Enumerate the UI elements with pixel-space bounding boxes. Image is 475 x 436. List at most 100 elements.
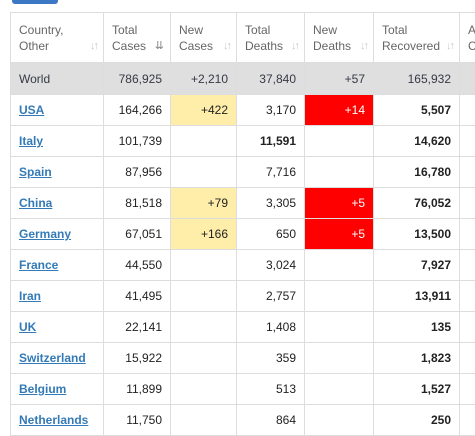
total-cases-cell: 87,956 bbox=[104, 157, 171, 188]
total-recovered-cell: 13,911 bbox=[374, 281, 460, 312]
extra-cell bbox=[460, 281, 475, 312]
table-row: France 44,550 3,024 7,927 bbox=[11, 250, 475, 281]
new-cases-cell bbox=[171, 343, 237, 374]
total-recovered-cell: 250 bbox=[374, 405, 460, 436]
total-deaths-cell: 864 bbox=[237, 405, 305, 436]
new-cases-cell bbox=[171, 374, 237, 405]
total-deaths-cell: 3,170 bbox=[237, 95, 305, 126]
total-deaths-cell: 11,591 bbox=[237, 126, 305, 157]
country-cell: France bbox=[11, 250, 104, 281]
new-deaths-cell bbox=[305, 126, 374, 157]
total-cases-cell: 164,266 bbox=[104, 95, 171, 126]
total-deaths-cell: 650 bbox=[237, 219, 305, 250]
new-deaths-cell: +5 bbox=[305, 219, 374, 250]
total-recovered-cell: 16,780 bbox=[374, 157, 460, 188]
total-cases-cell: 15,922 bbox=[104, 343, 171, 374]
country-link[interactable]: Switzerland bbox=[19, 351, 86, 365]
total-recovered-cell: 13,500 bbox=[374, 219, 460, 250]
sort-descending-icon: ⇊ bbox=[155, 38, 164, 54]
total-recovered-cell: 135 bbox=[374, 312, 460, 343]
total-deaths-cell: 3,024 bbox=[237, 250, 305, 281]
country-cell: Belgium bbox=[11, 374, 104, 405]
total-deaths-cell: 1,408 bbox=[237, 312, 305, 343]
total-recovered-cell: 1,823 bbox=[374, 343, 460, 374]
total-recovered-cell: 14,620 bbox=[374, 126, 460, 157]
extra-cell bbox=[460, 188, 475, 219]
country-cell: Germany bbox=[11, 219, 104, 250]
new-deaths-cell bbox=[305, 281, 374, 312]
total-deaths-cell: 7,716 bbox=[237, 157, 305, 188]
total-recovered-cell: 7,927 bbox=[374, 250, 460, 281]
country-link[interactable]: France bbox=[19, 258, 58, 272]
new-deaths-cell bbox=[305, 405, 374, 436]
new-deaths-cell bbox=[305, 374, 374, 405]
total-recovered-cell: 1,527 bbox=[374, 374, 460, 405]
header-country[interactable]: Country,Other ↓↑ bbox=[11, 13, 104, 63]
country-link[interactable]: USA bbox=[19, 103, 44, 117]
new-deaths-cell: +14 bbox=[305, 95, 374, 126]
new-cases-cell bbox=[171, 126, 237, 157]
sort-icon: ↓↑ bbox=[291, 38, 298, 54]
country-link[interactable]: Germany bbox=[19, 227, 71, 241]
country-cell: Italy bbox=[11, 126, 104, 157]
country-link[interactable]: Netherlands bbox=[19, 413, 88, 427]
country-link[interactable]: Iran bbox=[19, 289, 41, 303]
table-row: Iran 41,495 2,757 13,911 bbox=[11, 281, 475, 312]
new-cases-cell: +79 bbox=[171, 188, 237, 219]
new-deaths-cell bbox=[305, 157, 374, 188]
new-deaths-cell bbox=[305, 312, 374, 343]
table-row: Netherlands 11,750 864 250 bbox=[11, 405, 475, 436]
total-cases-cell: 22,141 bbox=[104, 312, 171, 343]
world-extra-cell bbox=[460, 63, 475, 95]
total-cases-cell: 11,750 bbox=[104, 405, 171, 436]
country-link[interactable]: China bbox=[19, 196, 52, 210]
table-row: Spain 87,956 7,716 16,780 bbox=[11, 157, 475, 188]
extra-cell bbox=[460, 126, 475, 157]
country-link[interactable]: Spain bbox=[19, 165, 52, 179]
total-cases-cell: 41,495 bbox=[104, 281, 171, 312]
total-deaths-cell: 2,757 bbox=[237, 281, 305, 312]
total-cases-cell: 44,550 bbox=[104, 250, 171, 281]
country-link[interactable]: Belgium bbox=[19, 382, 66, 396]
table-row: UK 22,141 1,408 135 bbox=[11, 312, 475, 343]
extra-cell bbox=[460, 374, 475, 405]
new-deaths-cell: +5 bbox=[305, 188, 374, 219]
total-cases-cell: 67,051 bbox=[104, 219, 171, 250]
extra-cell bbox=[460, 95, 475, 126]
country-cell: USA bbox=[11, 95, 104, 126]
extra-cell bbox=[460, 405, 475, 436]
new-cases-cell bbox=[171, 281, 237, 312]
top-tab-button[interactable] bbox=[12, 0, 58, 4]
country-link[interactable]: UK bbox=[19, 320, 36, 334]
world-new-cases-cell: +2,210 bbox=[171, 63, 237, 95]
country-cell: China bbox=[11, 188, 104, 219]
extra-cell bbox=[460, 219, 475, 250]
world-total-cases-cell: 786,925 bbox=[104, 63, 171, 95]
new-deaths-cell bbox=[305, 343, 374, 374]
extra-cell bbox=[460, 250, 475, 281]
sort-icon: ↓↑ bbox=[360, 38, 367, 54]
country-link[interactable]: Italy bbox=[19, 134, 43, 148]
total-recovered-cell: 76,052 bbox=[374, 188, 460, 219]
total-deaths-cell: 513 bbox=[237, 374, 305, 405]
country-cell: Iran bbox=[11, 281, 104, 312]
sort-icon: ↓↑ bbox=[90, 38, 97, 54]
new-cases-cell: +166 bbox=[171, 219, 237, 250]
